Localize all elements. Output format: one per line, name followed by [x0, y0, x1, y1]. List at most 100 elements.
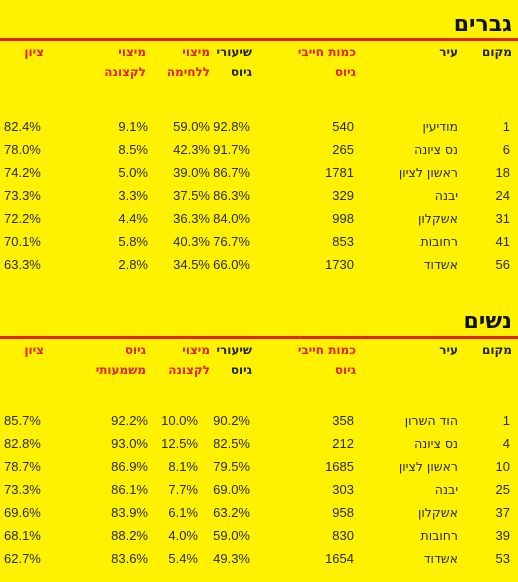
draftees-cell: 853: [332, 234, 354, 249]
meaningful-cell: 83.9%: [111, 505, 148, 520]
draftees-cell: 1730: [325, 257, 354, 272]
women-header-draftees: כמות חייבי גיוס: [298, 340, 356, 380]
men-header-combat: מיצוי ללחימה: [167, 42, 210, 82]
enlist-rate-cell: 82.5%: [213, 436, 250, 451]
enlist-rate-cell: 66.0%: [213, 257, 250, 272]
place-cell: 4: [502, 436, 510, 451]
city-cell: אשדוד: [423, 551, 458, 566]
women-header-enlist-rate-line2: גיוס: [230, 363, 252, 377]
men-header-enlist-rate: שיעורי גיוס: [216, 42, 252, 82]
meaningful-cell: 93.0%: [111, 436, 148, 451]
place-cell: 6: [502, 142, 510, 157]
women-header-city: עיר: [439, 343, 458, 357]
meaningful-cell: 86.1%: [111, 482, 148, 497]
draftees-cell: 1685: [325, 459, 354, 474]
men-header-combat-line2: ללחימה: [166, 65, 210, 79]
draftees-cell: 1781: [325, 165, 354, 180]
men-header-place: מקום: [482, 45, 512, 59]
women-header-enlist-rate: שיעורי גיוס: [216, 340, 252, 380]
draftees-cell: 303: [332, 482, 354, 497]
table-row: 56 אשדוד 1730 66.0% 34.5% 2.8% 63.3%: [0, 253, 518, 276]
place-cell: 31: [495, 211, 510, 226]
draftees-cell: 1654: [325, 551, 354, 566]
draftees-cell: 329: [332, 188, 354, 203]
city-cell: אשקלון: [418, 211, 458, 226]
enlist-rate-cell: 79.5%: [213, 459, 250, 474]
table-row: 24 יבנה 329 86.3% 37.5% 3.3% 73.3%: [0, 184, 518, 207]
score-cell: 68.1%: [4, 528, 41, 543]
enlist-rate-cell: 63.2%: [213, 505, 250, 520]
men-section-title: גברים: [453, 12, 512, 37]
city-cell: נס ציונה: [414, 142, 458, 157]
men-header-score: ציון: [24, 45, 44, 59]
men-header-officer-line2: לקצונה: [104, 65, 146, 79]
score-cell: 82.8%: [4, 436, 41, 451]
officer-cell: 8.1%: [168, 459, 198, 474]
officer-cell: 10.0%: [161, 413, 198, 428]
officer-cell: 5.0%: [118, 165, 148, 180]
city-cell: הוד השרון: [404, 413, 458, 428]
men-header-draftees: כמות חייבי גיוס: [298, 42, 356, 82]
place-cell: 1: [502, 413, 510, 428]
combat-cell: 42.3%: [173, 142, 210, 157]
combat-cell: 40.3%: [173, 234, 210, 249]
officer-cell: 5.4%: [168, 551, 198, 566]
score-cell: 78.0%: [4, 142, 41, 157]
place-cell: 56: [495, 257, 510, 272]
city-cell: נס ציונה: [414, 436, 458, 451]
city-cell: יבנה: [434, 188, 458, 203]
men-title-rule: [0, 38, 518, 41]
officer-cell: 4.0%: [168, 528, 198, 543]
officer-cell: 12.5%: [161, 436, 198, 451]
table-row: 37 אשקלון 958 63.2% 6.1% 83.9% 69.6%: [0, 501, 518, 524]
women-header-officer-line1: מיצוי: [182, 343, 210, 357]
women-header-place: מקום: [482, 343, 512, 357]
draftees-cell: 265: [332, 142, 354, 157]
combat-cell: 36.3%: [173, 211, 210, 226]
place-cell: 53: [495, 551, 510, 566]
place-cell: 37: [495, 505, 510, 520]
place-cell: 41: [495, 234, 510, 249]
score-cell: 85.7%: [4, 413, 41, 428]
city-cell: אשקלון: [418, 505, 458, 520]
men-header-combat-line1: מיצוי: [182, 45, 210, 59]
officer-cell: 7.7%: [168, 482, 198, 497]
place-cell: 39: [495, 528, 510, 543]
enlist-rate-cell: 84.0%: [213, 211, 250, 226]
score-cell: 73.3%: [4, 188, 41, 203]
meaningful-cell: 88.2%: [111, 528, 148, 543]
officer-cell: 8.5%: [118, 142, 148, 157]
women-header-meaningful-line2: משמעותי: [95, 363, 146, 377]
place-cell: 18: [495, 165, 510, 180]
officer-cell: 2.8%: [118, 257, 148, 272]
combat-cell: 34.5%: [173, 257, 210, 272]
draftees-cell: 212: [332, 436, 354, 451]
women-header-officer: מיצוי לקצונה: [168, 340, 210, 380]
table-row: 31 אשקלון 998 84.0% 36.3% 4.4% 72.2%: [0, 207, 518, 230]
city-cell: ראשון לציון: [398, 459, 458, 474]
score-cell: 73.3%: [4, 482, 41, 497]
women-section-title: נשים: [463, 309, 512, 334]
officer-cell: 6.1%: [168, 505, 198, 520]
score-cell: 69.6%: [4, 505, 41, 520]
city-cell: רחובות: [420, 234, 458, 249]
table-row: 1 הוד השרון 358 90.2% 10.0% 92.2% 85.7%: [0, 409, 518, 432]
table-row: 53 אשדוד 1654 49.3% 5.4% 83.6% 62.7%: [0, 547, 518, 570]
table-row: 39 רחובות 830 59.0% 4.0% 88.2% 68.1%: [0, 524, 518, 547]
enlist-rate-cell: 86.3%: [213, 188, 250, 203]
score-cell: 74.2%: [4, 165, 41, 180]
combat-cell: 37.5%: [173, 188, 210, 203]
officer-cell: 9.1%: [118, 119, 148, 134]
city-cell: יבנה: [434, 482, 458, 497]
place-cell: 1: [502, 119, 510, 134]
table-row: 18 ראשון לציון 1781 86.7% 39.0% 5.0% 74.…: [0, 161, 518, 184]
combat-cell: 39.0%: [173, 165, 210, 180]
table-row: 6 נס ציונה 265 91.7% 42.3% 8.5% 78.0%: [0, 138, 518, 161]
table-row: 10 ראשון לציון 1685 79.5% 8.1% 86.9% 78.…: [0, 455, 518, 478]
enlist-rate-cell: 91.7%: [213, 142, 250, 157]
score-cell: 63.3%: [4, 257, 41, 272]
enlist-rate-cell: 86.7%: [213, 165, 250, 180]
place-cell: 10: [495, 459, 510, 474]
enlist-rate-cell: 59.0%: [213, 528, 250, 543]
score-cell: 70.1%: [4, 234, 41, 249]
